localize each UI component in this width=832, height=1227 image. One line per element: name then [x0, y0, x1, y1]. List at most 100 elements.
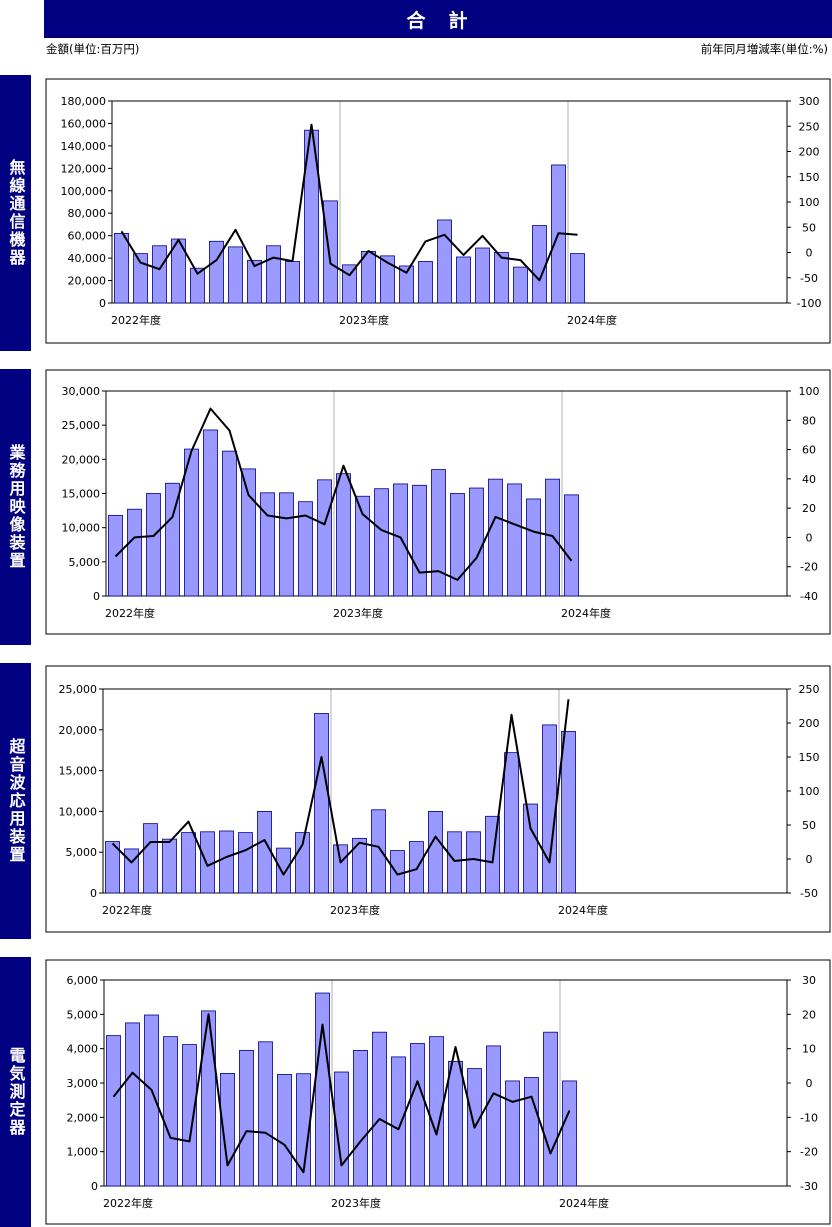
right-axis-tick-label: 20 — [802, 1008, 816, 1021]
bar — [494, 252, 509, 304]
bar — [551, 164, 566, 304]
left-axis-tick-label: 25,000 — [59, 683, 98, 696]
left-axis-tick-label: 30,000 — [62, 385, 101, 398]
left-axis-tick-label: 0 — [93, 590, 100, 603]
right-axis-tick-label: 0 — [806, 853, 813, 866]
left-axis-tick-label: 5,000 — [66, 846, 98, 859]
bar — [399, 265, 414, 304]
bar — [304, 129, 319, 304]
bar — [209, 240, 224, 304]
bar — [523, 803, 538, 894]
bar — [124, 848, 139, 894]
x-axis-label: 2024年度 — [561, 606, 611, 620]
growth-rate-line — [112, 1013, 571, 1174]
bar — [561, 731, 576, 894]
bar — [200, 831, 215, 894]
bar — [475, 247, 490, 304]
right-axis-tick-label: 0 — [806, 1077, 813, 1090]
bar — [507, 483, 522, 597]
bar — [181, 832, 196, 894]
left-axis-tick-label: 20,000 — [62, 453, 101, 466]
bar — [241, 468, 256, 597]
left-axis-tick-label: 20,000 — [68, 275, 107, 288]
bar — [114, 233, 129, 304]
chart-group-0: 0 20,000 40,000 60,000 80,000 100,000 120,000 1… — [45, 78, 831, 344]
bar — [431, 469, 446, 597]
left-axis-tick-label: 25,000 — [62, 419, 101, 432]
right-axis-unit-label: 前年同月増減率(単位:%) — [700, 42, 828, 56]
bar — [133, 253, 148, 304]
bar — [146, 493, 161, 597]
side-label-wireless: 無線通信機器 — [0, 75, 31, 351]
bar — [143, 823, 158, 894]
left-axis-tick-label: 120,000 — [61, 162, 107, 175]
x-axis-label: 2023年度 — [339, 313, 389, 327]
x-axis-label: 2022年度 — [105, 606, 155, 620]
bar — [228, 246, 243, 304]
bar — [219, 830, 234, 894]
bar — [279, 492, 294, 597]
bar — [352, 837, 367, 894]
bar — [361, 250, 376, 304]
bar — [125, 1022, 140, 1187]
x-axis-label: 2023年度 — [330, 903, 380, 917]
chart-frame — [45, 369, 831, 635]
bar — [258, 1041, 273, 1187]
bar — [380, 255, 395, 304]
bar — [336, 473, 351, 597]
bar — [542, 724, 557, 894]
bar — [526, 498, 541, 597]
bar — [314, 713, 329, 894]
bar — [144, 1014, 159, 1187]
bar — [296, 1073, 311, 1187]
bar — [171, 238, 186, 304]
bar — [391, 1056, 406, 1187]
left-axis-tick-label: 140,000 — [61, 140, 107, 153]
left-axis-tick-label: 40,000 — [68, 252, 107, 265]
left-axis-tick-label: 15,000 — [62, 488, 101, 501]
right-axis-tick-label: -20 — [800, 561, 818, 574]
right-axis-tick-label: 250 — [799, 120, 820, 133]
chart-frame — [45, 78, 831, 344]
left-axis-tick-label: 20,000 — [59, 724, 98, 737]
bar — [260, 492, 275, 597]
bar — [277, 1074, 292, 1187]
right-axis-tick-label: 300 — [799, 95, 820, 108]
bar — [428, 811, 443, 894]
page-title: 合 計 — [44, 0, 832, 38]
bar — [105, 841, 120, 894]
right-axis-tick-label: 40 — [802, 473, 816, 486]
bar — [564, 494, 579, 597]
bar — [543, 1031, 558, 1187]
growth-rate-line — [120, 123, 578, 282]
bar — [182, 1044, 197, 1187]
right-axis-tick-label: -10 — [800, 1111, 818, 1124]
chart-group-2: 0 5,000 10,000 15,000 20,000 25,000 -50 0 50 100 1… — [45, 665, 831, 933]
growth-rate-line — [111, 699, 570, 876]
bar — [485, 815, 500, 894]
bar — [315, 992, 330, 1187]
left-axis-tick-label: 0 — [91, 1180, 98, 1193]
left-axis-tick-label: 4,000 — [67, 1043, 99, 1056]
left-axis-tick-label: 10,000 — [62, 522, 101, 535]
right-axis-tick-label: 60 — [802, 444, 816, 457]
left-axis-tick-label: 1,000 — [67, 1146, 99, 1159]
chart-group-1: 0 5,000 10,000 15,000 20,000 25,000 30,000 -40 -… — [45, 369, 831, 635]
right-axis-tick-label: 100 — [799, 785, 820, 798]
bar — [429, 1036, 444, 1187]
side-label-video: 業務用映像装置 — [0, 369, 31, 645]
bar — [570, 253, 585, 304]
x-axis-label: 2024年度 — [558, 903, 608, 917]
right-axis-tick-label: 30 — [802, 974, 816, 987]
bar — [513, 266, 528, 304]
right-axis-tick-label: -100 — [797, 297, 822, 310]
bar — [152, 245, 167, 304]
bar — [504, 752, 519, 894]
chart-frame — [45, 959, 831, 1225]
right-axis-tick-label: 0 — [806, 247, 813, 260]
bar — [108, 514, 123, 597]
bar — [456, 256, 471, 304]
x-axis-label: 2024年度 — [567, 313, 617, 327]
bar — [437, 219, 452, 304]
